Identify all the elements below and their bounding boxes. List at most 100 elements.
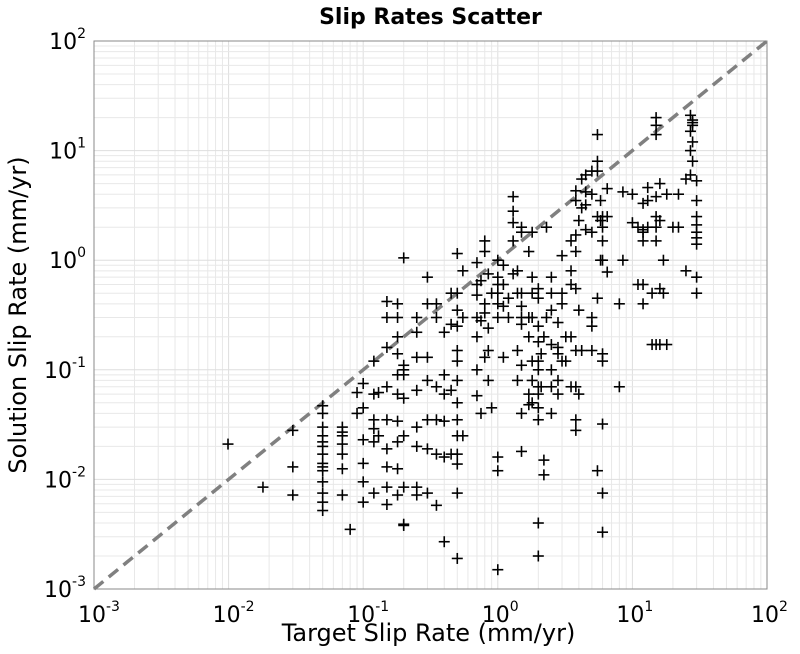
data-point xyxy=(471,364,483,376)
data-point xyxy=(654,215,666,227)
data-point xyxy=(591,129,603,141)
data-point xyxy=(516,407,528,419)
data-point xyxy=(381,295,393,307)
data-point xyxy=(591,155,603,167)
data-point xyxy=(532,517,544,529)
data-point xyxy=(457,430,469,442)
data-point xyxy=(586,188,598,200)
data-point xyxy=(661,188,673,200)
data-point xyxy=(421,487,433,499)
data-point xyxy=(573,304,585,316)
data-point xyxy=(430,298,442,310)
data-point xyxy=(430,414,442,426)
x-tick-label: 102 xyxy=(751,599,788,628)
y-tick-label: 10-3 xyxy=(44,574,86,603)
data-point xyxy=(570,381,582,393)
data-point xyxy=(438,415,450,427)
data-point xyxy=(580,186,592,198)
data-point xyxy=(392,331,404,343)
data-point xyxy=(421,271,433,283)
data-point xyxy=(507,235,519,247)
data-point xyxy=(565,235,577,247)
data-point xyxy=(552,374,564,386)
data-point xyxy=(691,195,703,207)
data-point xyxy=(642,182,654,194)
data-point xyxy=(479,246,491,258)
data-point xyxy=(482,322,494,334)
data-point xyxy=(586,226,598,238)
data-point xyxy=(438,451,450,463)
data-point xyxy=(411,440,423,452)
data-point xyxy=(526,312,538,324)
data-point xyxy=(368,487,380,499)
data-point xyxy=(637,279,649,291)
y-tick-label: 101 xyxy=(49,136,86,165)
data-point xyxy=(430,381,442,393)
data-point xyxy=(526,271,538,283)
data-point xyxy=(672,188,684,200)
data-point xyxy=(317,448,329,460)
data-point xyxy=(457,312,469,324)
data-point xyxy=(642,195,654,207)
data-point xyxy=(532,388,544,400)
data-point xyxy=(545,287,557,299)
data-point xyxy=(357,377,369,389)
data-point xyxy=(381,341,393,353)
data-point xyxy=(392,489,404,501)
data-point xyxy=(392,415,404,427)
data-point xyxy=(516,300,528,312)
data-point xyxy=(570,424,582,436)
data-point xyxy=(451,320,463,332)
data-point xyxy=(637,197,649,209)
data-point xyxy=(368,355,380,367)
data-point xyxy=(556,287,568,299)
data-point xyxy=(381,481,393,493)
data-point xyxy=(411,384,423,396)
data-point xyxy=(570,185,582,197)
data-point xyxy=(492,312,504,324)
data-point xyxy=(672,221,684,233)
data-point xyxy=(552,317,564,329)
data-point xyxy=(532,336,544,348)
data-point xyxy=(637,235,649,247)
data-point xyxy=(646,287,658,299)
data-points xyxy=(222,109,703,576)
data-point xyxy=(650,235,662,247)
data-point xyxy=(540,221,552,233)
data-point xyxy=(601,183,613,195)
data-point xyxy=(650,221,662,233)
data-point xyxy=(617,254,629,266)
data-point xyxy=(591,465,603,477)
data-point xyxy=(492,564,504,576)
data-point xyxy=(580,199,592,211)
x-tick-label: 100 xyxy=(482,599,519,628)
data-point xyxy=(392,436,404,448)
data-point xyxy=(654,178,666,190)
data-point xyxy=(317,407,329,419)
data-point xyxy=(451,397,463,409)
data-point xyxy=(344,523,356,535)
data-point xyxy=(398,519,410,531)
data-point xyxy=(357,476,369,488)
data-point xyxy=(591,292,603,304)
x-tick-label: 101 xyxy=(616,599,653,628)
data-point xyxy=(497,300,509,312)
data-point xyxy=(516,287,528,299)
data-point xyxy=(317,476,329,488)
data-point xyxy=(573,388,585,400)
reference-line xyxy=(92,39,769,591)
data-point xyxy=(445,318,457,330)
data-point xyxy=(556,298,568,310)
data-point xyxy=(526,374,538,386)
data-point xyxy=(691,271,703,283)
data-point xyxy=(430,499,442,511)
data-point xyxy=(411,489,423,501)
data-point xyxy=(597,355,609,367)
tick-labels: 10-3 10-2 10-1 100 101 102 10-3 10-2 10-1 100 101 1… xyxy=(44,26,788,628)
data-point xyxy=(526,226,538,238)
data-point xyxy=(430,312,442,324)
data-point xyxy=(661,339,673,351)
data-point xyxy=(573,215,585,227)
